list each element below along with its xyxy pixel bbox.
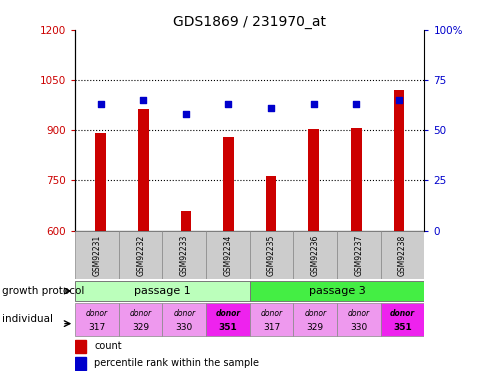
Text: GSM92237: GSM92237 [354,234,363,276]
Text: GSM92234: GSM92234 [223,234,232,276]
Bar [265,177,276,231]
Point [309,101,317,107]
Bar [119,303,162,336]
Bar [350,128,361,231]
Text: donor: donor [86,309,108,318]
Bar [206,303,249,336]
Text: 330: 330 [175,323,193,332]
Point [182,111,189,117]
Bar [336,231,380,279]
Bar [162,303,206,336]
Bar [138,109,148,231]
Bar [249,280,424,301]
Text: 351: 351 [393,323,411,332]
Text: GSM92232: GSM92232 [136,234,145,276]
Bar [336,303,380,336]
Text: percentile rank within the sample: percentile rank within the sample [94,358,259,368]
Bar [119,231,162,279]
Text: individual: individual [2,315,53,324]
Bar [223,137,233,231]
Text: donor: donor [215,309,240,318]
Bar [293,231,336,279]
Point [224,101,232,107]
Text: donor: donor [389,309,414,318]
Text: GSM92233: GSM92233 [180,234,188,276]
Text: growth protocol: growth protocol [2,286,85,296]
Point [352,101,360,107]
Bar [308,129,318,231]
Bar [249,303,293,336]
Text: 317: 317 [262,323,280,332]
Bar [75,303,119,336]
Text: donor: donor [129,309,151,318]
Bar [75,280,249,301]
Bar [393,90,403,231]
Text: 317: 317 [88,323,106,332]
Bar [162,231,206,279]
Bar [180,210,191,231]
Text: passage 1: passage 1 [134,286,191,296]
Bar [206,231,249,279]
Bar [380,303,424,336]
Bar [380,231,424,279]
Bar [249,231,293,279]
Point [394,97,402,103]
Bar [75,357,86,370]
Point [97,101,105,107]
Bar [75,231,119,279]
Text: 329: 329 [306,323,323,332]
Text: 351: 351 [218,323,237,332]
Text: donor: donor [303,309,326,318]
Text: GSM92238: GSM92238 [397,234,406,276]
Bar [75,340,86,352]
Text: 330: 330 [349,323,367,332]
Point [267,105,274,111]
Text: donor: donor [260,309,282,318]
Bar [293,303,336,336]
Title: GDS1869 / 231970_at: GDS1869 / 231970_at [173,15,326,29]
Text: count: count [94,341,122,351]
Text: 329: 329 [132,323,149,332]
Text: donor: donor [173,309,195,318]
Bar [95,133,106,231]
Text: GSM92235: GSM92235 [267,234,275,276]
Text: donor: donor [347,309,369,318]
Point [139,97,147,103]
Text: GSM92236: GSM92236 [310,234,319,276]
Text: GSM92231: GSM92231 [92,234,101,276]
Text: passage 3: passage 3 [308,286,365,296]
